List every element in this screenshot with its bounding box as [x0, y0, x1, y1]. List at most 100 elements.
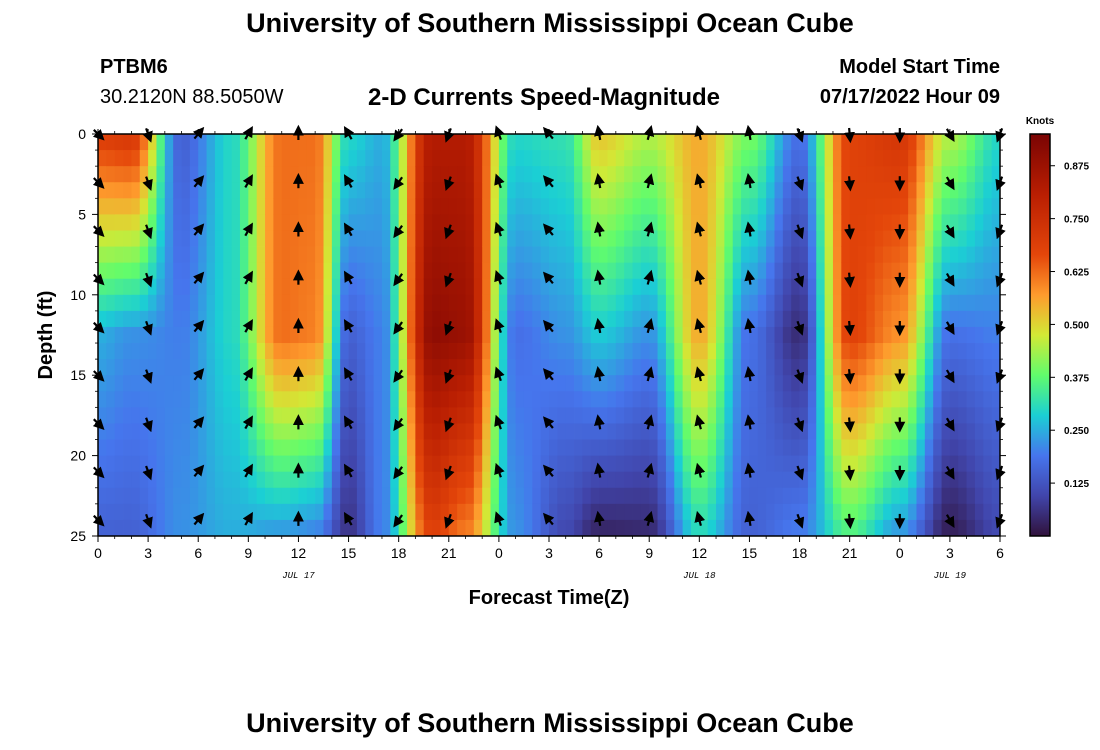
heatmap-cell — [198, 487, 207, 505]
heatmap-cell — [131, 246, 141, 264]
heatmap-cell — [699, 294, 709, 312]
heatmap-cell — [265, 246, 274, 264]
heatmap-cell — [549, 423, 558, 440]
heatmap-cell — [657, 391, 667, 408]
heatmap-cell — [214, 294, 224, 312]
heatmap-cell — [281, 375, 291, 392]
heatmap-cell — [866, 487, 876, 505]
heatmap-cell — [415, 423, 425, 440]
heatmap-cell — [265, 134, 274, 151]
heatmap-cell — [799, 198, 809, 215]
heatmap-cell — [231, 262, 241, 280]
current-arrow — [844, 369, 855, 385]
heatmap-cell — [131, 407, 141, 424]
heatmap-cell — [106, 262, 116, 280]
heatmap-cell — [498, 182, 508, 199]
heatmap-cell — [649, 182, 658, 199]
heatmap-cell — [891, 487, 901, 505]
heatmap-cell — [949, 503, 959, 521]
current-arrow — [242, 415, 253, 430]
heatmap-cell — [891, 214, 901, 231]
heatmap-cell — [599, 310, 608, 328]
current-arrow — [793, 272, 805, 288]
heatmap-cell — [206, 310, 216, 328]
current-arrow — [393, 369, 405, 383]
heatmap-cell — [131, 423, 141, 440]
heatmap-cell — [523, 375, 533, 392]
heatmap-cell — [373, 230, 383, 247]
heatmap-cell — [473, 198, 483, 215]
heatmap-cell — [624, 182, 633, 199]
heatmap-cell — [574, 246, 583, 264]
y-tick-label: 10 — [70, 287, 86, 303]
heatmap-cell — [849, 503, 859, 521]
heatmap-cell — [223, 407, 233, 424]
heatmap-cell — [607, 246, 617, 264]
heatmap-cell — [557, 182, 567, 199]
heatmap-cell — [891, 455, 901, 473]
heatmap-cell — [139, 246, 149, 264]
heatmap-cell — [223, 182, 233, 199]
heatmap-cell — [540, 262, 550, 280]
heatmap-cell — [824, 150, 834, 167]
heatmap-cell — [640, 471, 650, 489]
heatmap-cell — [156, 423, 166, 440]
heatmap-cell — [707, 503, 717, 521]
current-arrow — [242, 367, 253, 381]
heatmap-cell — [540, 487, 550, 505]
heatmap-cell — [407, 359, 416, 376]
heatmap-cell — [741, 375, 750, 392]
heatmap-cell — [523, 310, 533, 328]
heatmap-cell — [198, 391, 207, 408]
heatmap-cell — [557, 326, 567, 344]
heatmap-cell — [340, 423, 349, 440]
heatmap-cell — [916, 198, 926, 215]
heatmap-cell — [181, 439, 191, 456]
heatmap-cell — [381, 198, 391, 215]
heatmap-cell — [682, 214, 692, 231]
heatmap-cell — [590, 198, 600, 215]
heatmap-cell — [849, 407, 859, 424]
heatmap-cell — [106, 375, 116, 392]
heatmap-cell — [983, 343, 993, 360]
heatmap-cell — [532, 519, 542, 537]
heatmap-cell — [398, 326, 408, 344]
heatmap-cell — [799, 439, 809, 456]
heatmap-cell — [331, 343, 341, 360]
heatmap-cell — [348, 246, 358, 264]
heatmap-cell — [448, 343, 458, 360]
heatmap-cell — [390, 503, 400, 521]
heatmap-cell — [231, 166, 241, 183]
heatmap-cell — [298, 134, 308, 151]
heatmap-cell — [273, 166, 283, 183]
heatmap-cell — [189, 326, 199, 344]
heatmap-cell — [590, 423, 600, 440]
heatmap-cell — [440, 262, 450, 280]
current-arrow — [944, 321, 955, 336]
heatmap-cell — [331, 134, 341, 151]
heatmap-cell — [248, 198, 258, 215]
heatmap-cell — [248, 375, 258, 392]
heatmap-cell — [599, 230, 608, 247]
heatmap-cell — [933, 519, 942, 537]
heatmap-cell — [966, 166, 976, 183]
heatmap-cell — [716, 230, 725, 247]
heatmap-cell — [223, 150, 233, 167]
heatmap-cell — [423, 343, 433, 360]
heatmap-cell — [549, 198, 558, 215]
heatmap-cell — [139, 294, 149, 312]
heatmap-cell — [465, 246, 475, 264]
heatmap-cell — [473, 278, 483, 296]
current-arrow — [242, 222, 253, 237]
heatmap-cell — [824, 375, 834, 392]
heatmap-cell — [306, 246, 316, 264]
heatmap-cell — [331, 423, 341, 440]
heatmap-cell — [290, 471, 299, 489]
heatmap-cell — [741, 487, 750, 505]
heatmap-cell — [908, 407, 917, 424]
heatmap-cell — [532, 343, 542, 360]
heatmap-cell — [381, 214, 391, 231]
heatmap-cell — [724, 166, 734, 183]
heatmap-cell — [615, 326, 625, 344]
current-arrow — [694, 221, 706, 237]
